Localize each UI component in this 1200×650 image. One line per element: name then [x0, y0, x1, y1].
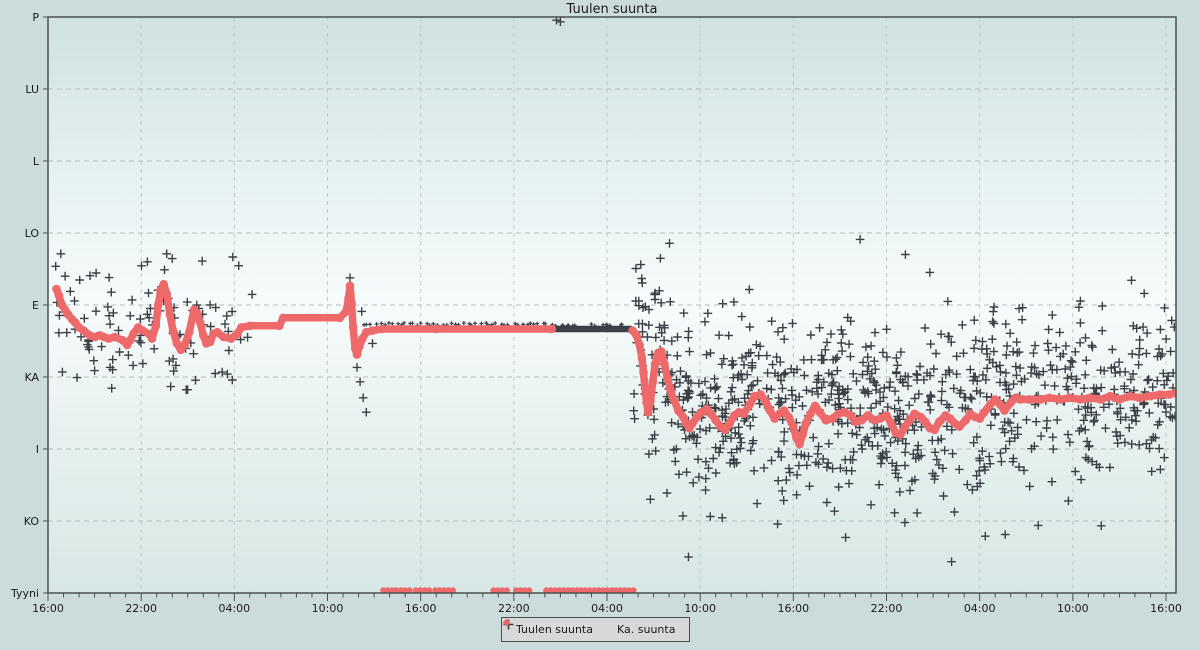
plot-content	[51, 17, 1176, 593]
x-label-4: 16:00	[405, 602, 437, 615]
x-label-9: 22:00	[871, 602, 903, 615]
diamond-marker-icon	[502, 618, 511, 627]
y-axis-labels: P LU L LO E KA I KO Tyyni	[10, 11, 40, 600]
y-label-lu: LU	[25, 83, 39, 96]
x-label-3: 10:00	[312, 602, 344, 615]
legend-item-wind-direction: Tuulen suunta	[503, 619, 593, 636]
x-label-7: 10:00	[684, 602, 716, 615]
legend-label-wind-direction: Tuulen suunta	[516, 623, 593, 636]
y-label-p: P	[32, 11, 39, 24]
y-label-l: L	[33, 155, 40, 168]
legend-item-avg-direction: Ka. suunta	[502, 618, 676, 636]
dense-band-ticks	[553, 322, 624, 328]
x-label-2: 04:00	[218, 602, 250, 615]
calm-dot-segments	[380, 587, 637, 593]
x-label-5: 22:00	[498, 602, 530, 615]
y-label-ka: KA	[24, 371, 39, 384]
x-label-1: 22:00	[125, 602, 157, 615]
x-label-11: 10:00	[1057, 602, 1089, 615]
x-label-10: 04:00	[964, 602, 996, 615]
y-label-tyyni: Tyyni	[10, 587, 39, 600]
horizontal-gridlines	[48, 88, 1176, 522]
dense-reading-row	[362, 321, 555, 328]
y-label-i: I	[36, 443, 39, 456]
plot-frame	[47, 16, 1177, 594]
y-label-ko: KO	[24, 515, 40, 528]
legend-label-avg-direction: Ka. suunta	[616, 623, 676, 636]
chart-title: Tuulen suunta	[566, 2, 658, 17]
x-axis-labels: 16:00 22:00 04:00 10:00 16:00 22:00 04:00 10:00…	[32, 602, 1182, 615]
x-label-6: 04:00	[591, 602, 623, 615]
x-label-12: 16:00	[1150, 602, 1182, 615]
y-label-e: E	[32, 299, 39, 312]
x-label-0: 16:00	[32, 602, 64, 615]
vertical-gridlines	[140, 17, 1167, 593]
chart-legend: Tuulen suunta Ka. suunta	[501, 617, 691, 642]
x-label-8: 16:00	[777, 602, 809, 615]
y-label-lo: LO	[25, 227, 40, 240]
